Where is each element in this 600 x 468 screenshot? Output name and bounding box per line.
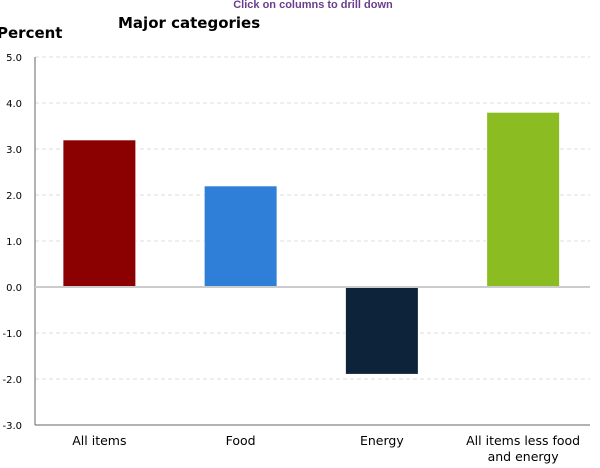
y-tick-label: 5.0	[6, 53, 22, 64]
y-tick-label: -3.0	[2, 421, 22, 432]
y-tick-label: 1.0	[6, 237, 22, 248]
chart-title: Major categories	[118, 14, 261, 32]
x-tick-label: Energy	[360, 433, 404, 448]
chart-subtitle: Click on columns to drill down	[233, 0, 393, 11]
bar-all-items-less-food-and-energy[interactable]	[486, 111, 561, 288]
y-tick-label: 2.0	[6, 191, 22, 202]
x-tick-label: Food	[226, 433, 256, 448]
x-tick-label: All items less food and energy	[466, 433, 580, 464]
y-tick-label: -1.0	[2, 329, 22, 340]
y-tick-label: -2.0	[2, 375, 22, 386]
y-axis-label: Percent	[0, 24, 63, 42]
y-tick-label: 4.0	[6, 99, 22, 110]
x-tick-label: All items	[72, 433, 126, 448]
bar-energy[interactable]	[344, 286, 419, 375]
y-tick-label: 3.0	[6, 145, 22, 156]
y-tick-label: 0.0	[6, 283, 22, 294]
bar-food[interactable]	[203, 185, 278, 288]
bar-all-items[interactable]	[62, 139, 137, 288]
